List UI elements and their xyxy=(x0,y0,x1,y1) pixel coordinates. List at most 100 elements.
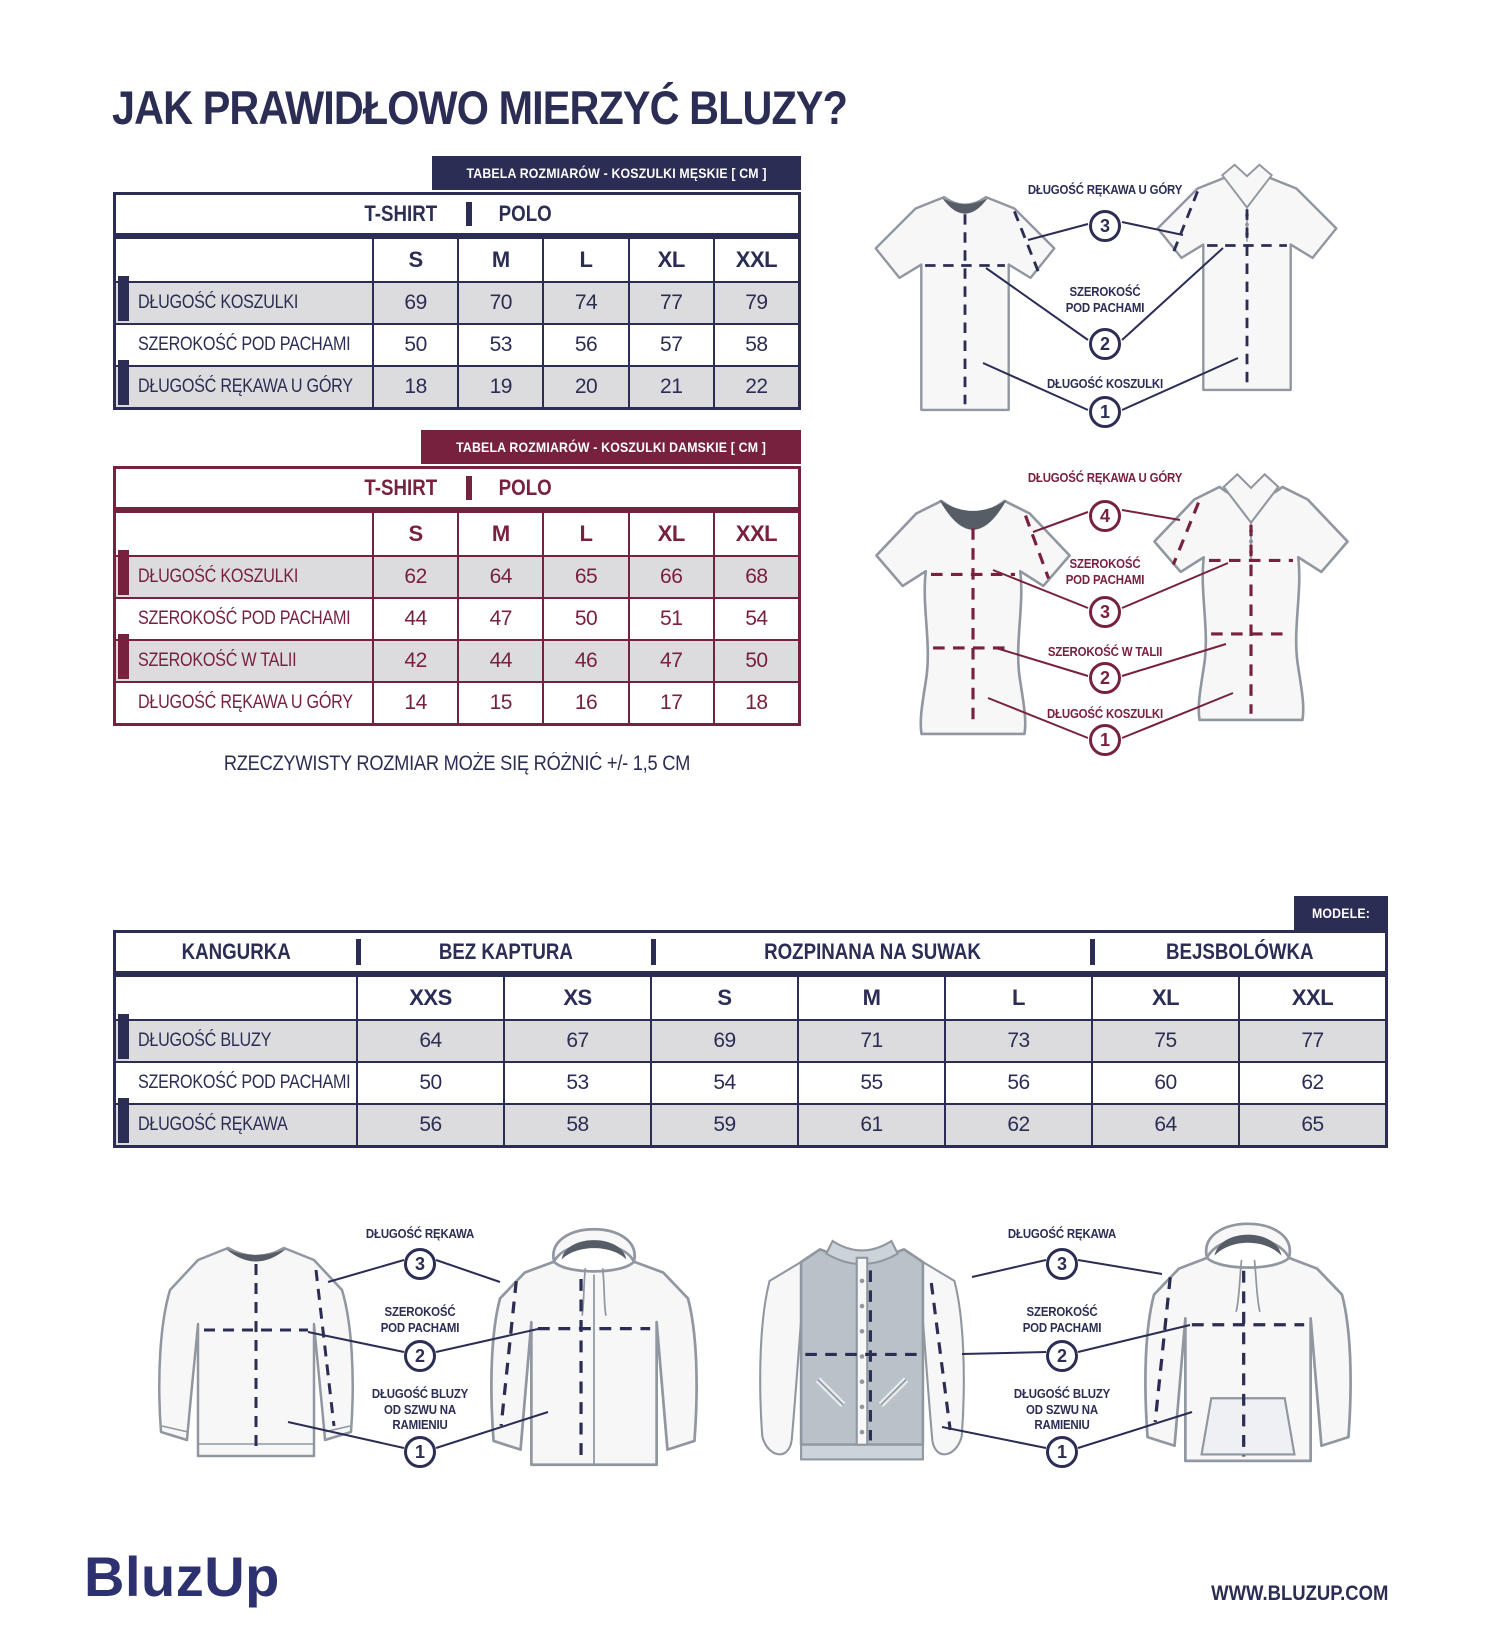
row-label-cell: SZEROKOŚĆ W TALII xyxy=(116,641,372,681)
category-label: KANGURKA xyxy=(181,939,291,964)
varsity-hoodie-measurement-diagram: DŁUGOŚĆ RĘKAWA 3 SZEROKOŚĆ POD PACHAMI 2… xyxy=(742,1162,1392,1492)
value-cell: 18 xyxy=(712,683,798,723)
value-cell: 44 xyxy=(372,599,457,639)
table-row: DŁUGOŚĆ RĘKAWA U GÓRY 14 15 16 17 18 xyxy=(116,681,798,723)
size-header-row: S M L XL XXL xyxy=(116,513,798,555)
size-cell: L xyxy=(542,239,627,281)
value-cell: 60 xyxy=(1091,1063,1238,1103)
brand-logo: BluzUp xyxy=(84,1545,280,1608)
size-cell: XXL xyxy=(712,513,798,555)
measurement-label: DŁUGOŚĆ RĘKAWA xyxy=(365,1226,475,1241)
womens-table-badge: TABELA ROZMIARÓW - KOSZULKI DAMSKIE [ CM… xyxy=(420,430,801,464)
value-cell: 53 xyxy=(503,1063,650,1103)
measurement-label: DŁUGOŚĆ BLUZY OD SZWU NA RAMIENIU xyxy=(371,1386,469,1433)
header-divider xyxy=(1090,939,1096,965)
measurement-number-3: 3 xyxy=(404,1248,436,1280)
value-cell: 66 xyxy=(627,557,713,597)
value-cell: 64 xyxy=(457,557,543,597)
row-label: DŁUGOŚĆ RĘKAWA U GÓRY xyxy=(138,376,353,397)
polo-header-label: POLO xyxy=(498,201,552,226)
value-cell: 50 xyxy=(542,599,627,639)
measurement-number-4: 4 xyxy=(1089,500,1121,532)
row-label: SZEROKOŚĆ POD PACHAMI xyxy=(138,334,351,355)
value-cell: 50 xyxy=(712,641,799,681)
row-label: DŁUGOŚĆ RĘKAWA U GÓRY xyxy=(138,692,353,713)
value-cell: 20 xyxy=(542,367,628,407)
value-cell: 17 xyxy=(627,683,713,723)
header-divider xyxy=(465,476,472,500)
table-row: DŁUGOŚĆ BLUZY 64 67 69 71 73 75 77 xyxy=(116,1014,1385,1061)
womens-size-table: T-SHIRT POLO S M L XL XXL DŁUGOŚĆ KOSZUL… xyxy=(113,466,801,726)
callout-lines xyxy=(941,1259,1193,1449)
value-cell: 67 xyxy=(503,1021,650,1061)
value-cell: 62 xyxy=(1238,1063,1385,1103)
category-label: BEJSBOLÓWKA xyxy=(1166,939,1314,964)
value-cell: 15 xyxy=(457,683,542,723)
value-cell: 14 xyxy=(372,683,457,723)
empty-corner-cell xyxy=(116,513,372,555)
value-cell: 16 xyxy=(542,683,627,723)
measurement-label: DŁUGOŚĆ RĘKAWA U GÓRY xyxy=(1027,470,1183,485)
womens-garment-type-header: T-SHIRT POLO xyxy=(116,469,798,513)
value-cell: 64 xyxy=(1091,1105,1238,1145)
row-label: DŁUGOŚĆ BLUZY xyxy=(138,1030,272,1051)
table-row: SZEROKOŚĆ W TALII 42 44 46 47 50 xyxy=(116,634,799,681)
value-cell: 58 xyxy=(503,1105,650,1145)
womens-shirts-illustration xyxy=(874,472,1350,739)
tolerance-note: RZECZYWISTY ROZMIAR MOŻE SIĘ RÓŻNIĆ +/- … xyxy=(223,752,691,775)
mens-garment-type-header: T-SHIRT POLO xyxy=(116,195,798,239)
size-cell: XXS xyxy=(356,977,503,1019)
measurement-number-3: 3 xyxy=(1046,1248,1078,1280)
value-cell: 56 xyxy=(542,325,627,365)
value-cell: 68 xyxy=(712,557,799,597)
sweatshirt-zip-illustration xyxy=(157,1227,699,1467)
sweatshirt-zip-measurement-diagram: DŁUGOŚĆ RĘKAWA 3 SZEROKOŚĆ POD PACHAMI 2… xyxy=(148,1162,708,1492)
value-cell: 77 xyxy=(1238,1021,1385,1061)
value-cell: 74 xyxy=(542,283,628,323)
value-cell: 62 xyxy=(944,1105,1091,1145)
size-cell: S xyxy=(372,239,457,281)
row-label: SZEROKOŚĆ POD PACHAMI xyxy=(138,1072,351,1093)
value-cell: 59 xyxy=(650,1105,797,1145)
value-cell: 53 xyxy=(457,325,542,365)
row-label-cell: DŁUGOŚĆ RĘKAWA U GÓRY xyxy=(116,683,372,723)
row-label-cell: SZEROKOŚĆ POD PACHAMI xyxy=(116,1063,356,1103)
measurement-number-3: 3 xyxy=(1089,596,1121,628)
size-cell: L xyxy=(944,977,1091,1019)
value-cell: 71 xyxy=(797,1021,944,1061)
row-label-cell: DŁUGOŚĆ RĘKAWA U GÓRY xyxy=(116,367,372,407)
size-header-row: XXS XS S M L XL XXL xyxy=(116,977,1385,1019)
table-row: DŁUGOŚĆ RĘKAWA 56 58 59 61 62 64 65 xyxy=(116,1098,1385,1145)
value-cell: 47 xyxy=(627,641,713,681)
pullover-hoodie-icon xyxy=(1143,1222,1353,1463)
measurement-label: DŁUGOŚĆ KOSZULKI xyxy=(1046,376,1164,391)
row-label-cell: SZEROKOŚĆ POD PACHAMI xyxy=(116,325,372,365)
size-cell: M xyxy=(457,513,542,555)
size-cell: XXL xyxy=(712,239,798,281)
measurement-number-1: 1 xyxy=(1089,396,1121,428)
callout-lines xyxy=(982,221,1239,411)
category-rozpinana: ROZPINANA NA SUWAK xyxy=(656,933,1091,971)
table-row: SZEROKOŚĆ POD PACHAMI 50 53 54 55 56 60 … xyxy=(116,1061,1385,1103)
category-bez-kaptura: BEZ KAPTURA xyxy=(361,933,651,971)
measurement-label: DŁUGOŚĆ RĘKAWA xyxy=(1007,1226,1117,1241)
size-cell: M xyxy=(797,977,944,1019)
value-cell: 50 xyxy=(356,1063,503,1103)
womens-shirts-measurement-diagram: DŁUGOŚĆ RĘKAWA U GÓRY 4 SZEROKOŚĆ POD PA… xyxy=(828,448,1388,756)
womens-polo-front-icon xyxy=(1152,472,1350,722)
empty-corner-cell xyxy=(116,977,356,1019)
value-cell: 21 xyxy=(627,367,713,407)
womens-tshirt-front-icon xyxy=(874,498,1072,736)
value-cell: 54 xyxy=(712,599,798,639)
row-label: DŁUGOŚĆ RĘKAWA xyxy=(138,1114,288,1135)
value-cell: 18 xyxy=(372,367,458,407)
value-cell: 56 xyxy=(944,1063,1091,1103)
header-divider xyxy=(650,939,656,965)
row-label: SZEROKOŚĆ W TALII xyxy=(138,650,297,671)
value-cell: 57 xyxy=(627,325,713,365)
row-label-cell: DŁUGOŚĆ BLUZY xyxy=(116,1021,356,1061)
category-label: ROZPINANA NA SUWAK xyxy=(764,939,982,964)
value-cell: 69 xyxy=(372,283,458,323)
measurement-label: SZEROKOŚĆ POD PACHAMI xyxy=(1022,1304,1102,1335)
